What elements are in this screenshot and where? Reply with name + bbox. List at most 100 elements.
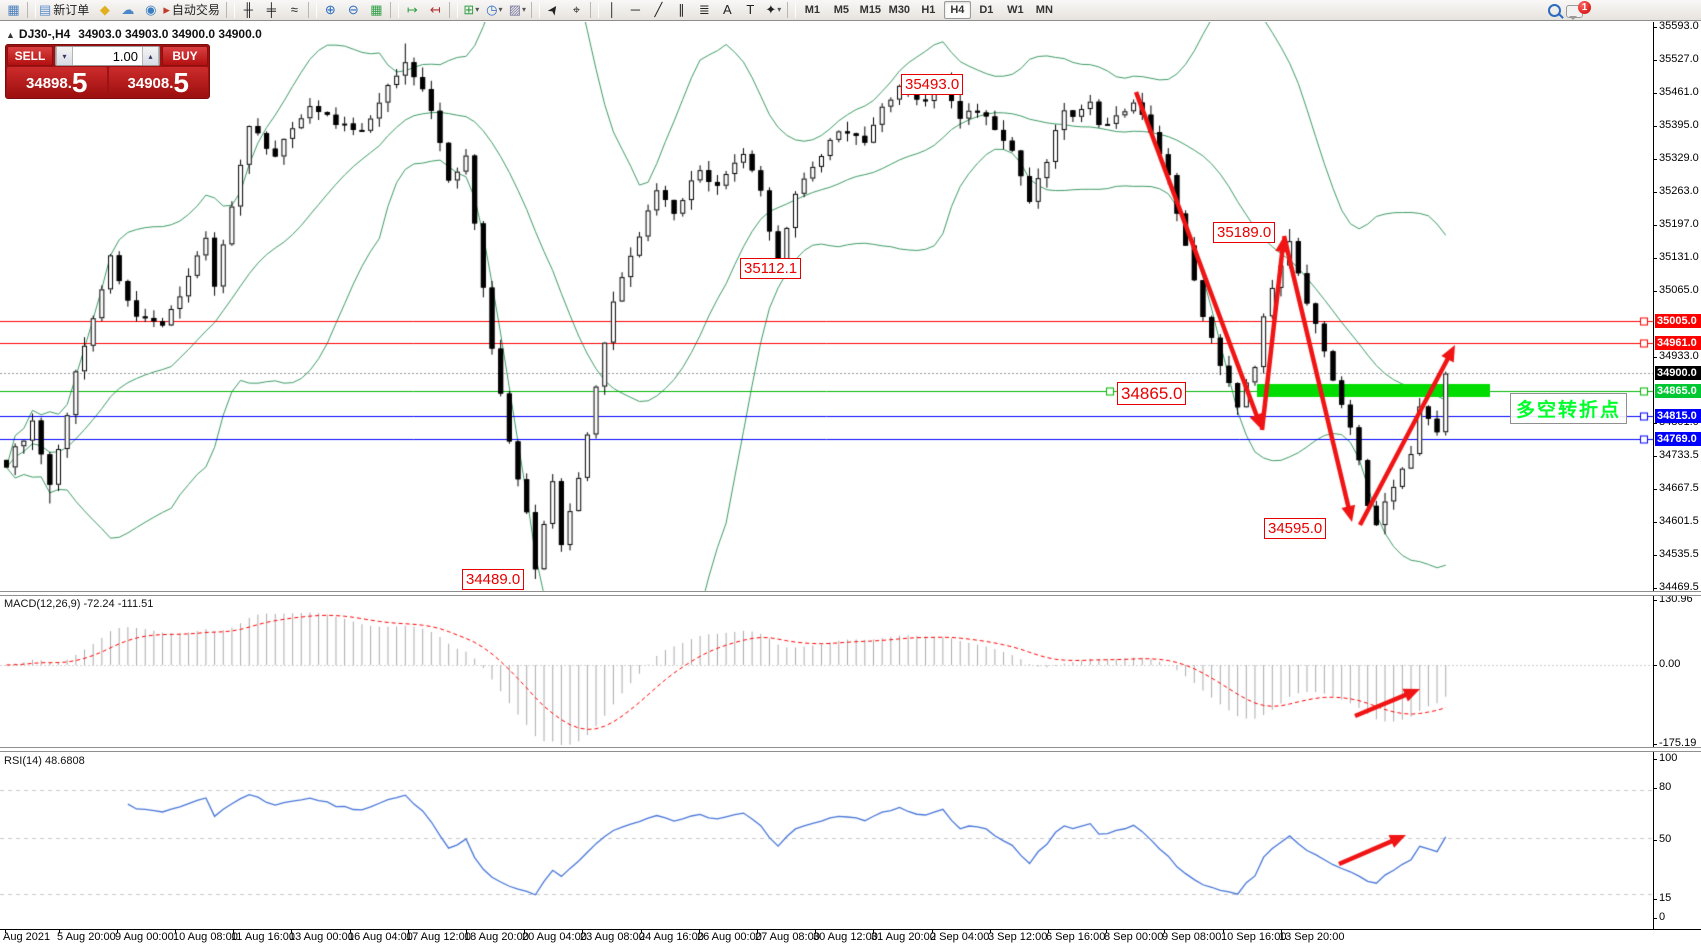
- metaeditor-icon[interactable]: ◆: [93, 0, 116, 20]
- toolbar-separator: [530, 2, 540, 18]
- collapse-icon[interactable]: ▲: [6, 30, 15, 40]
- time-label: 5 Aug 20:00: [57, 931, 116, 943]
- sell-price[interactable]: 34898. 5: [7, 67, 107, 97]
- price-annotation[interactable]: 34865.0: [1117, 382, 1187, 405]
- autotrading-button[interactable]: ▸ 自动交易: [162, 0, 224, 20]
- price-tick: [1653, 489, 1657, 490]
- auto-scroll-icon: ↦: [406, 2, 418, 17]
- time-label: Aug 2021: [3, 931, 51, 943]
- periods-icon[interactable]: ◷ ▾: [483, 0, 506, 20]
- turning-point-label[interactable]: 多空转折点: [1510, 393, 1628, 424]
- timeframe-m30[interactable]: M30: [888, 4, 911, 16]
- price-tick: [1653, 225, 1657, 226]
- timeframe-mn[interactable]: MN: [1035, 4, 1053, 16]
- time-label: 8 Sep 00:00: [1104, 931, 1164, 943]
- volume-input[interactable]: [73, 47, 142, 65]
- new-order-button[interactable]: ▤ 新订单: [38, 0, 93, 20]
- price-annotation[interactable]: 34489.0: [462, 569, 525, 590]
- buy-price-main: 34908.: [127, 75, 174, 92]
- horizontal-line-icon[interactable]: ─: [624, 0, 647, 20]
- rsi-tick: [1653, 899, 1657, 900]
- time-tick: [59, 929, 60, 933]
- chevron-down-icon: ▾: [498, 5, 503, 14]
- text-label-icon[interactable]: T: [739, 0, 762, 20]
- volume-increase-button[interactable]: ▴: [142, 47, 159, 65]
- time-tick: [175, 929, 176, 933]
- timeframe-d1[interactable]: D1: [979, 4, 994, 16]
- auto-scroll-icon[interactable]: ↦: [401, 0, 424, 20]
- chevron-down-icon: ▾: [777, 5, 782, 14]
- templates-icon[interactable]: ▨ ▾: [506, 0, 529, 20]
- macd-tick-label: 130.96: [1659, 593, 1693, 605]
- time-label: 9 Aug 00:00: [115, 931, 174, 943]
- buy-button[interactable]: BUY: [162, 46, 208, 66]
- price-tick: [1653, 522, 1657, 523]
- cursor-icon[interactable]: ➤: [542, 0, 565, 20]
- price-level-tag: 34900.0: [1655, 366, 1701, 380]
- price-annotation[interactable]: 35112.1: [740, 258, 802, 279]
- equidistant-channel-icon[interactable]: ∥: [670, 0, 693, 20]
- community-icon[interactable]: ☁: [116, 0, 139, 20]
- indicators-icon[interactable]: ⊞ ▾: [460, 0, 483, 20]
- fibonacci-icon[interactable]: ≣: [693, 0, 716, 20]
- price-tick-label: 35461.0: [1659, 86, 1699, 98]
- volume-decrease-button[interactable]: ▾: [56, 47, 73, 65]
- new-order-button-label: 新订单: [53, 3, 90, 17]
- arrows-icon[interactable]: ✦ ▾: [762, 0, 785, 20]
- window-menu-icon[interactable]: ▦: [2, 0, 25, 20]
- price-tick: [1653, 258, 1657, 259]
- timeframe-m1[interactable]: M1: [804, 4, 820, 16]
- pane-splitter-macd[interactable]: [0, 591, 1701, 596]
- price-tick-label: 35395.0: [1659, 119, 1699, 131]
- timeframe-w1[interactable]: W1: [1007, 4, 1024, 16]
- time-label: 20 Aug 04:00: [522, 931, 587, 943]
- price-level-tag: 34865.0: [1655, 384, 1701, 398]
- chat-badge: 1: [1578, 1, 1591, 14]
- search-icon[interactable]: [1548, 4, 1561, 17]
- signals-icon[interactable]: ◉: [139, 0, 162, 20]
- price-tick-label: 34733.5: [1659, 449, 1699, 461]
- zoom-in-icon[interactable]: ⊕: [319, 0, 342, 20]
- chart-title: ▲ DJ30-,H4 34903.0 34903.0 34900.0 34900.0: [6, 27, 262, 41]
- time-tick: [990, 929, 991, 933]
- trendline-icon[interactable]: ╱: [647, 0, 670, 20]
- crosshair-icon[interactable]: ⌖: [565, 0, 588, 20]
- price-annotation[interactable]: 34595.0: [1264, 518, 1327, 539]
- sell-button[interactable]: SELL: [7, 46, 53, 66]
- time-label: 13 Sep 20:00: [1279, 931, 1345, 943]
- timeframe-h1[interactable]: H1: [921, 4, 936, 16]
- timeframe-m5[interactable]: M5: [833, 4, 849, 16]
- pane-splitter-rsi[interactable]: [0, 747, 1701, 752]
- line-chart-icon[interactable]: ≈: [283, 0, 306, 20]
- vertical-line-icon[interactable]: │: [601, 0, 624, 20]
- candlestick-chart-icon[interactable]: ╪: [260, 0, 283, 20]
- sell-price-main: 34898.: [26, 75, 72, 92]
- chart-shift-icon[interactable]: ↤: [424, 0, 447, 20]
- rsi-tick-label: 100: [1659, 752, 1678, 764]
- price-annotation[interactable]: 35189.0: [1213, 222, 1276, 243]
- crosshair-icon: ⌖: [572, 2, 581, 17]
- time-tick: [233, 929, 234, 933]
- timeframe-h4[interactable]: H4: [943, 1, 971, 19]
- zoom-in-icon: ⊕: [324, 2, 336, 17]
- chart-shift-icon: ↤: [429, 2, 441, 17]
- bar-chart-icon: ╫: [243, 2, 253, 17]
- community-icon: ☁: [121, 2, 135, 17]
- price-tick-label: 35131.0: [1659, 251, 1699, 263]
- price-annotation[interactable]: 35493.0: [901, 74, 964, 95]
- time-tick: [815, 929, 816, 933]
- bar-chart-icon[interactable]: ╫: [237, 0, 260, 20]
- price-tick: [1653, 423, 1657, 424]
- price-tick-label: 34535.5: [1659, 548, 1699, 560]
- timeframe-m15[interactable]: M15: [859, 4, 882, 16]
- text-label-icon: T: [746, 2, 755, 17]
- buy-price-pip: 5: [173, 67, 189, 98]
- buy-price[interactable]: 34908. 5: [108, 67, 208, 98]
- price-chart-canvas[interactable]: [0, 22, 1654, 929]
- time-tick: [350, 929, 351, 933]
- macd-tick-label: 0.00: [1659, 658, 1681, 670]
- tile-windows-icon[interactable]: ▦: [365, 0, 388, 20]
- zoom-out-icon[interactable]: ⊖: [342, 0, 365, 20]
- macd-tick: [1653, 600, 1657, 601]
- text-icon[interactable]: A: [716, 0, 739, 20]
